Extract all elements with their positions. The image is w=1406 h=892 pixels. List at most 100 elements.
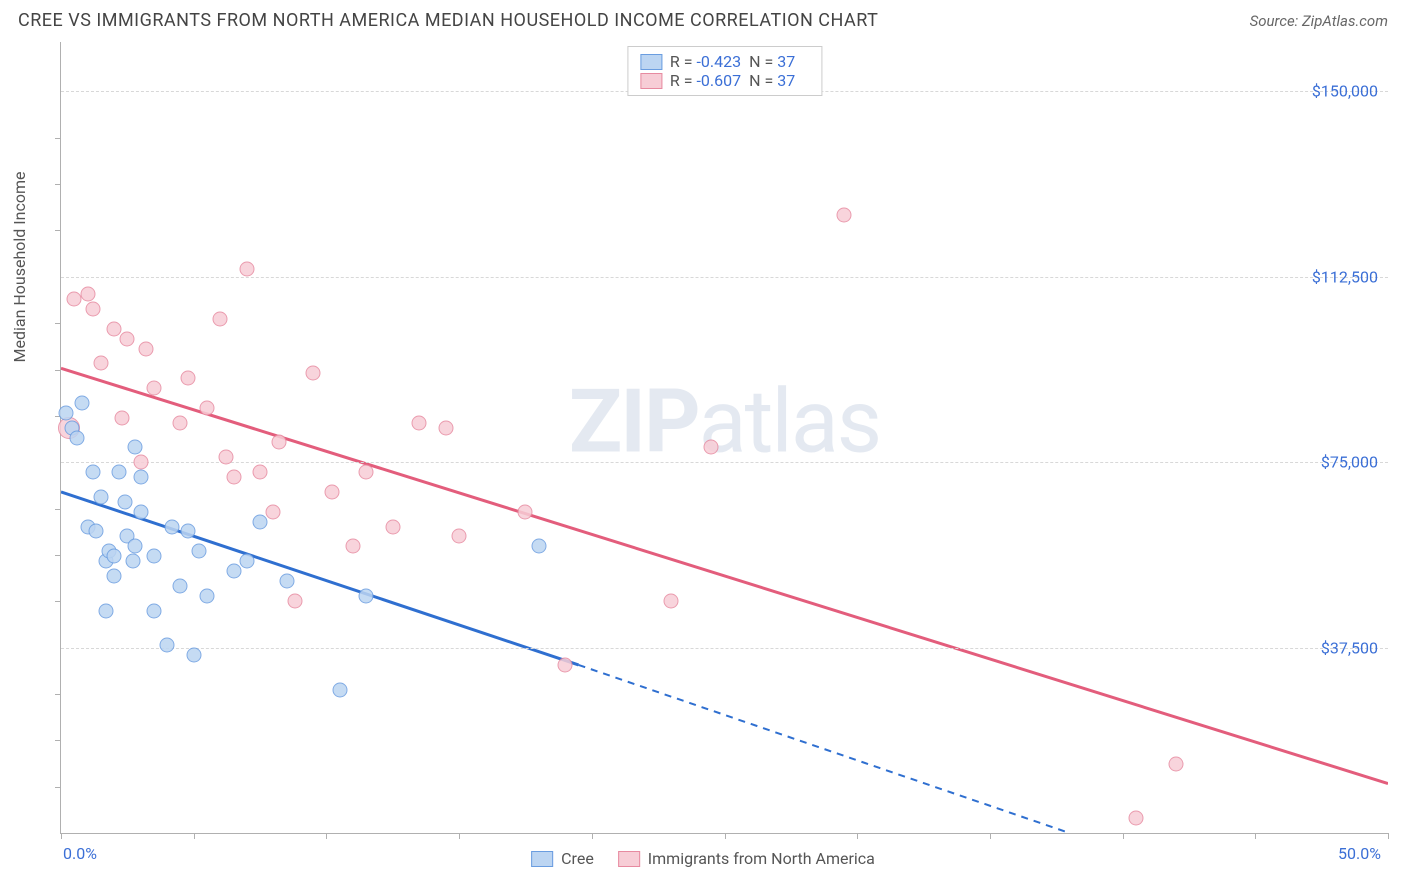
x-tick bbox=[326, 833, 327, 839]
x-tick bbox=[61, 833, 62, 839]
data-point bbox=[59, 405, 74, 420]
legend-n-label: N = 37 bbox=[749, 71, 809, 90]
data-point bbox=[138, 341, 153, 356]
data-point bbox=[192, 544, 207, 559]
data-point bbox=[385, 519, 400, 534]
data-point bbox=[452, 529, 467, 544]
legend-r-label: R = -0.607 bbox=[670, 71, 741, 90]
data-point bbox=[93, 356, 108, 371]
chart-title: CREE VS IMMIGRANTS FROM NORTH AMERICA ME… bbox=[18, 10, 878, 31]
legend-series: Cree Immigrants from North America bbox=[531, 849, 875, 868]
data-point bbox=[128, 440, 143, 455]
data-point bbox=[173, 578, 188, 593]
data-point bbox=[287, 593, 302, 608]
y-tick bbox=[55, 370, 61, 371]
data-point bbox=[438, 420, 453, 435]
data-point bbox=[271, 435, 286, 450]
data-point bbox=[1128, 811, 1143, 826]
legend-swatch bbox=[531, 851, 553, 867]
data-point bbox=[253, 514, 268, 529]
data-point bbox=[133, 470, 148, 485]
data-point bbox=[165, 519, 180, 534]
watermark: ZIPatlas bbox=[569, 370, 880, 473]
x-tick bbox=[1123, 833, 1124, 839]
grid-line bbox=[61, 277, 1388, 278]
data-point bbox=[107, 321, 122, 336]
plot-region: ZIPatlas R = -0.423 N = 37 R = -0.607 N … bbox=[60, 42, 1388, 834]
legend-r-label: R = -0.423 bbox=[670, 52, 741, 71]
data-point bbox=[199, 588, 214, 603]
data-point bbox=[88, 524, 103, 539]
data-point bbox=[704, 440, 719, 455]
x-tick bbox=[857, 833, 858, 839]
data-point bbox=[218, 450, 233, 465]
x-tick bbox=[990, 833, 991, 839]
x-tick bbox=[459, 833, 460, 839]
data-point bbox=[266, 504, 281, 519]
x-tick bbox=[1388, 833, 1389, 839]
legend-swatch bbox=[618, 851, 640, 867]
y-tick bbox=[55, 138, 61, 139]
chart-header: CREE VS IMMIGRANTS FROM NORTH AMERICA ME… bbox=[0, 0, 1406, 37]
data-point bbox=[85, 301, 100, 316]
x-tick bbox=[592, 833, 593, 839]
data-point bbox=[279, 573, 294, 588]
y-tick bbox=[55, 184, 61, 185]
data-point bbox=[112, 465, 127, 480]
data-point bbox=[332, 682, 347, 697]
data-point bbox=[239, 262, 254, 277]
legend-label: Cree bbox=[561, 849, 594, 868]
data-point bbox=[117, 494, 132, 509]
data-point bbox=[345, 539, 360, 554]
data-point bbox=[69, 430, 84, 445]
data-point bbox=[125, 554, 140, 569]
legend-swatch bbox=[640, 73, 662, 89]
data-point bbox=[359, 588, 374, 603]
data-point bbox=[160, 638, 175, 653]
data-point bbox=[75, 395, 90, 410]
legend-stats: R = -0.423 N = 37 R = -0.607 N = 37 bbox=[627, 46, 822, 96]
data-point bbox=[93, 489, 108, 504]
legend-swatch bbox=[640, 54, 662, 70]
data-point bbox=[412, 415, 427, 430]
y-tick bbox=[55, 740, 61, 741]
x-tick bbox=[1255, 833, 1256, 839]
legend-stat-row: R = -0.423 N = 37 bbox=[640, 52, 809, 71]
data-point bbox=[213, 311, 228, 326]
y-tick bbox=[55, 601, 61, 602]
data-point bbox=[146, 549, 161, 564]
data-point bbox=[253, 465, 268, 480]
data-point bbox=[181, 371, 196, 386]
grid-line bbox=[61, 648, 1388, 649]
data-point bbox=[146, 381, 161, 396]
y-tick bbox=[55, 787, 61, 788]
y-tick-label: $150,000 bbox=[1312, 82, 1378, 101]
legend-item: Immigrants from North America bbox=[618, 849, 875, 868]
y-axis-label: Median Household Income bbox=[10, 172, 29, 363]
data-point bbox=[324, 484, 339, 499]
data-point bbox=[133, 504, 148, 519]
data-point bbox=[128, 539, 143, 554]
legend-n-label: N = 37 bbox=[749, 52, 809, 71]
data-point bbox=[107, 568, 122, 583]
data-point bbox=[107, 549, 122, 564]
data-point bbox=[1168, 756, 1183, 771]
data-point bbox=[85, 465, 100, 480]
data-point bbox=[99, 603, 114, 618]
data-point bbox=[239, 554, 254, 569]
y-tick-label: $37,500 bbox=[1321, 638, 1378, 657]
data-point bbox=[181, 524, 196, 539]
data-point bbox=[359, 465, 374, 480]
data-point bbox=[146, 603, 161, 618]
legend-label: Immigrants from North America bbox=[648, 849, 875, 868]
y-tick bbox=[55, 323, 61, 324]
data-point bbox=[199, 400, 214, 415]
x-tick-label: 50.0% bbox=[1338, 844, 1381, 863]
data-point bbox=[836, 208, 851, 223]
grid-line bbox=[61, 462, 1388, 463]
data-point bbox=[120, 331, 135, 346]
data-point bbox=[173, 415, 188, 430]
data-point bbox=[186, 648, 201, 663]
x-tick-label: 0.0% bbox=[63, 844, 97, 863]
legend-stat-row: R = -0.607 N = 37 bbox=[640, 71, 809, 90]
